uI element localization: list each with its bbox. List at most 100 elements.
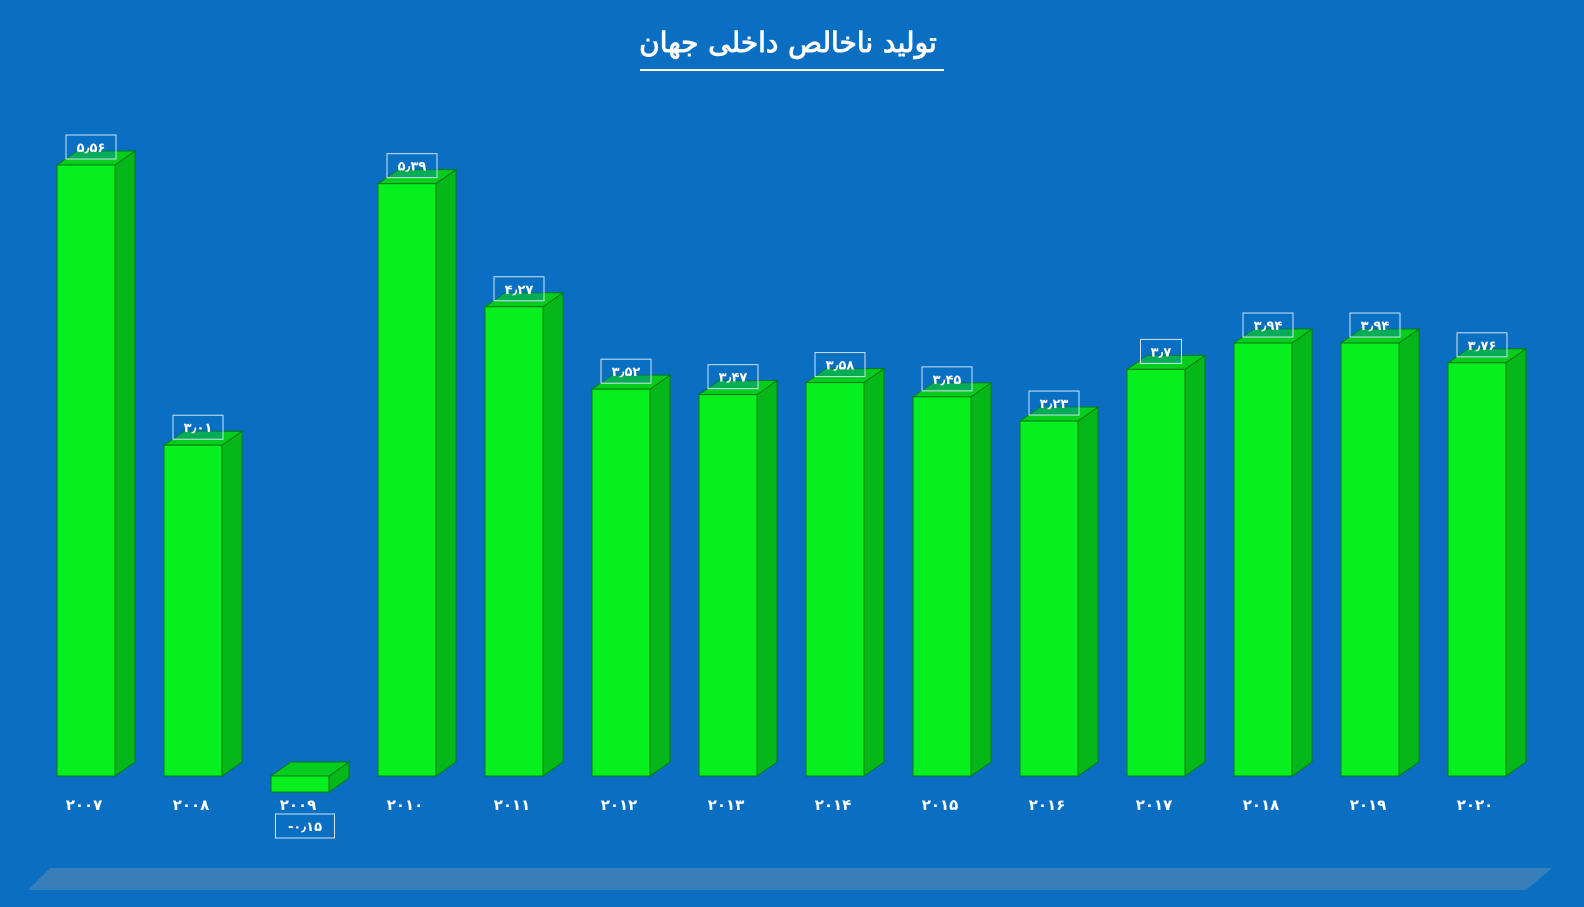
bar-front-face: [56, 164, 116, 777]
bar-side-face: [756, 379, 778, 777]
bar-۲۰۰۹: [269, 761, 351, 793]
bar-side-face: [1505, 347, 1527, 777]
data-label-text: ۳٫۴۷: [719, 371, 748, 386]
bar-۲۰۲۰: [1446, 347, 1528, 777]
data-label-text: ۳٫۹۴: [1254, 319, 1283, 334]
bar-front-face: [1126, 368, 1186, 777]
data-label: ۵٫۵۶: [65, 134, 117, 160]
data-label: ۳٫۰۱: [172, 414, 224, 440]
data-labels-layer: ۵٫۵۶ ۳٫۰۱ -۰٫۱۵ ۵٫۳۹ ۴٫۲۷ ۳٫۵۲ ۳٫۴۷ ۳٫۵۸ ۳٫۴۵ ۳٫۲…: [65, 134, 1508, 839]
data-label-text: ۳٫۵۸: [826, 359, 855, 374]
bar-۲۰۱۷: [1125, 354, 1207, 777]
x-tick-label: ۲۰۱۰: [387, 796, 424, 814]
bar-side-face: [114, 150, 136, 777]
bar-front-face: [591, 388, 651, 777]
bar-۲۰۱۲: [590, 374, 672, 777]
bar-۲۰۱۳: [697, 379, 779, 777]
data-label-box: [814, 352, 866, 378]
x-tick-label: ۲۰۱۳: [708, 796, 745, 814]
data-label-text: ۳٫۷: [1151, 345, 1172, 360]
x-tick-label: ۲۰۲۰: [1457, 796, 1494, 814]
bar-front-face: [912, 396, 972, 777]
bar-side-face: [542, 291, 564, 777]
data-label-text: ۴٫۲۷: [505, 283, 534, 298]
data-label-box: [172, 414, 224, 440]
data-label: ۵٫۳۹: [386, 153, 438, 179]
bar-front-face: [805, 382, 865, 777]
data-label-text: ۳٫۰۱: [184, 421, 213, 436]
bar-side-face: [435, 168, 457, 777]
data-label-box: [600, 358, 652, 384]
data-label-box: [386, 153, 438, 179]
bar-front-face: [377, 183, 437, 777]
bar-side-face: [1291, 328, 1313, 777]
x-tick-label: ۲۰۰۹: [280, 796, 317, 814]
data-label: ۳٫۷۶: [1456, 332, 1508, 358]
data-label: ۳٫۲۳: [1028, 390, 1080, 416]
bar-front-face: [1019, 420, 1079, 777]
bar-۲۰۱۱: [483, 291, 565, 777]
data-label: ۳٫۹۴: [1242, 312, 1294, 338]
data-label-text: ۳٫۹۴: [1361, 319, 1390, 334]
data-label: ۳٫۴۷: [707, 364, 759, 390]
data-label-box: [1349, 312, 1401, 338]
chart-floor: [28, 868, 1552, 890]
bar-side-face: [863, 367, 885, 777]
bar-۲۰۱۴: [804, 367, 886, 777]
x-tick-label: ۲۰۱۲: [601, 796, 638, 814]
data-label: -۰٫۱۵: [275, 813, 335, 839]
data-label-box: [1456, 332, 1508, 358]
data-label-box: [707, 364, 759, 390]
bar-۲۰۱۸: [1232, 328, 1314, 777]
data-label-box: [65, 134, 117, 160]
bar-front-face: [163, 444, 223, 777]
data-label: ۳٫۴۵: [921, 366, 973, 392]
bar-side-face: [1184, 354, 1206, 777]
data-label-box: [1140, 338, 1182, 364]
bar-front-face: [1340, 342, 1400, 777]
x-tick-label: ۲۰۰۸: [173, 796, 210, 814]
data-label-text: ۵٫۳۹: [398, 160, 427, 175]
x-tick-label: ۲۰۱۵: [922, 796, 959, 814]
x-tick-label: ۲۰۱۸: [1243, 796, 1280, 814]
data-label: ۳٫۷: [1140, 338, 1182, 364]
data-label: ۳٫۹۴: [1349, 312, 1401, 338]
data-label-text: ۳٫۵۲: [612, 365, 641, 380]
bar-front-face: [1447, 362, 1507, 777]
data-label-text: ۵٫۵۶: [77, 141, 106, 156]
bars-layer: [55, 150, 1528, 793]
data-label-text: ۳٫۴۵: [933, 373, 962, 388]
data-label-text: -۰٫۱۵: [288, 820, 322, 835]
chart-floor-layer: [28, 868, 1552, 890]
data-label-box: [493, 276, 545, 302]
data-label-text: ۳٫۷۶: [1468, 339, 1497, 354]
x-tick-label: ۲۰۱۴: [815, 796, 852, 814]
bar-side-face: [649, 374, 671, 777]
data-label: ۴٫۲۷: [493, 276, 545, 302]
x-tick-label: ۲۰۱۹: [1350, 796, 1387, 814]
data-label: ۳٫۵۸: [814, 352, 866, 378]
data-label-box: [275, 813, 335, 839]
data-label-box: [1242, 312, 1294, 338]
x-tick-label: ۲۰۱۱: [494, 796, 531, 814]
bar-side-face: [221, 430, 243, 777]
data-label-box: [921, 366, 973, 392]
chart-title: تولید ناخالص داخلی جهان: [639, 26, 937, 60]
bar-front-face: [698, 394, 758, 777]
bar-۲۰۱۰: [376, 168, 458, 777]
bar-front-face: [270, 775, 330, 793]
bar-side-face: [970, 381, 992, 777]
bar-side-face: [1077, 406, 1099, 777]
bar-side-face: [1398, 328, 1420, 777]
x-tick-label: ۲۰۰۷: [66, 796, 103, 814]
bar-۲۰۰۸: [162, 430, 244, 777]
bar-۲۰۱۶: [1018, 406, 1100, 777]
x-tick-label: ۲۰۱۶: [1029, 796, 1066, 814]
bar-front-face: [484, 306, 544, 777]
bar-۲۰۱۹: [1339, 328, 1421, 777]
x-tick-label: ۲۰۱۷: [1136, 796, 1173, 814]
data-label: ۳٫۵۲: [600, 358, 652, 384]
x-axis-tick-labels: ۲۰۰۷ ۲۰۰۸ ۲۰۰۹ ۲۰۱۰ ۲۰۱۱ ۲۰۱۲ ۲۰۱۳ ۲۰۱۴ ۲۰۱۵ ۲۰۱۶…: [66, 796, 1494, 814]
